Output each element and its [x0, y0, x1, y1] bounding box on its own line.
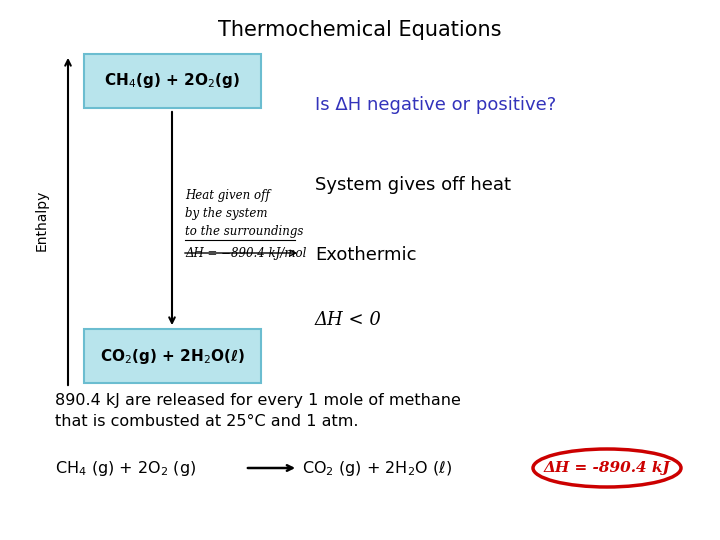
Text: Thermochemical Equations: Thermochemical Equations [218, 20, 502, 40]
Text: CH$_4$(g) + 2O$_2$(g): CH$_4$(g) + 2O$_2$(g) [104, 71, 240, 91]
Text: to the surroundings: to the surroundings [185, 225, 303, 238]
Text: Exothermic: Exothermic [315, 246, 416, 264]
Text: that is combusted at 25°C and 1 atm.: that is combusted at 25°C and 1 atm. [55, 415, 359, 429]
Text: ΔH < 0: ΔH < 0 [315, 311, 382, 329]
FancyBboxPatch shape [84, 329, 261, 383]
Text: by the system: by the system [185, 206, 268, 219]
Text: CO$_2$(g) + 2H$_2$O(ℓ): CO$_2$(g) + 2H$_2$O(ℓ) [100, 347, 246, 366]
Text: Is ΔH negative or positive?: Is ΔH negative or positive? [315, 96, 557, 114]
Text: System gives off heat: System gives off heat [315, 176, 511, 194]
Text: 890.4 kJ are released for every 1 mole of methane: 890.4 kJ are released for every 1 mole o… [55, 393, 461, 408]
Text: ΔH = -890.4 kJ: ΔH = -890.4 kJ [544, 461, 670, 475]
Ellipse shape [533, 449, 681, 487]
Text: Heat given off: Heat given off [185, 188, 270, 201]
Text: CO$_2$ (g) + 2H$_2$O (ℓ): CO$_2$ (g) + 2H$_2$O (ℓ) [302, 458, 452, 477]
Text: ΔH = −890.4 kJ/mol: ΔH = −890.4 kJ/mol [185, 246, 307, 260]
Text: Enthalpy: Enthalpy [35, 190, 49, 251]
FancyBboxPatch shape [84, 54, 261, 108]
Text: CH$_4$ (g) + 2O$_2$ (g): CH$_4$ (g) + 2O$_2$ (g) [55, 458, 196, 477]
